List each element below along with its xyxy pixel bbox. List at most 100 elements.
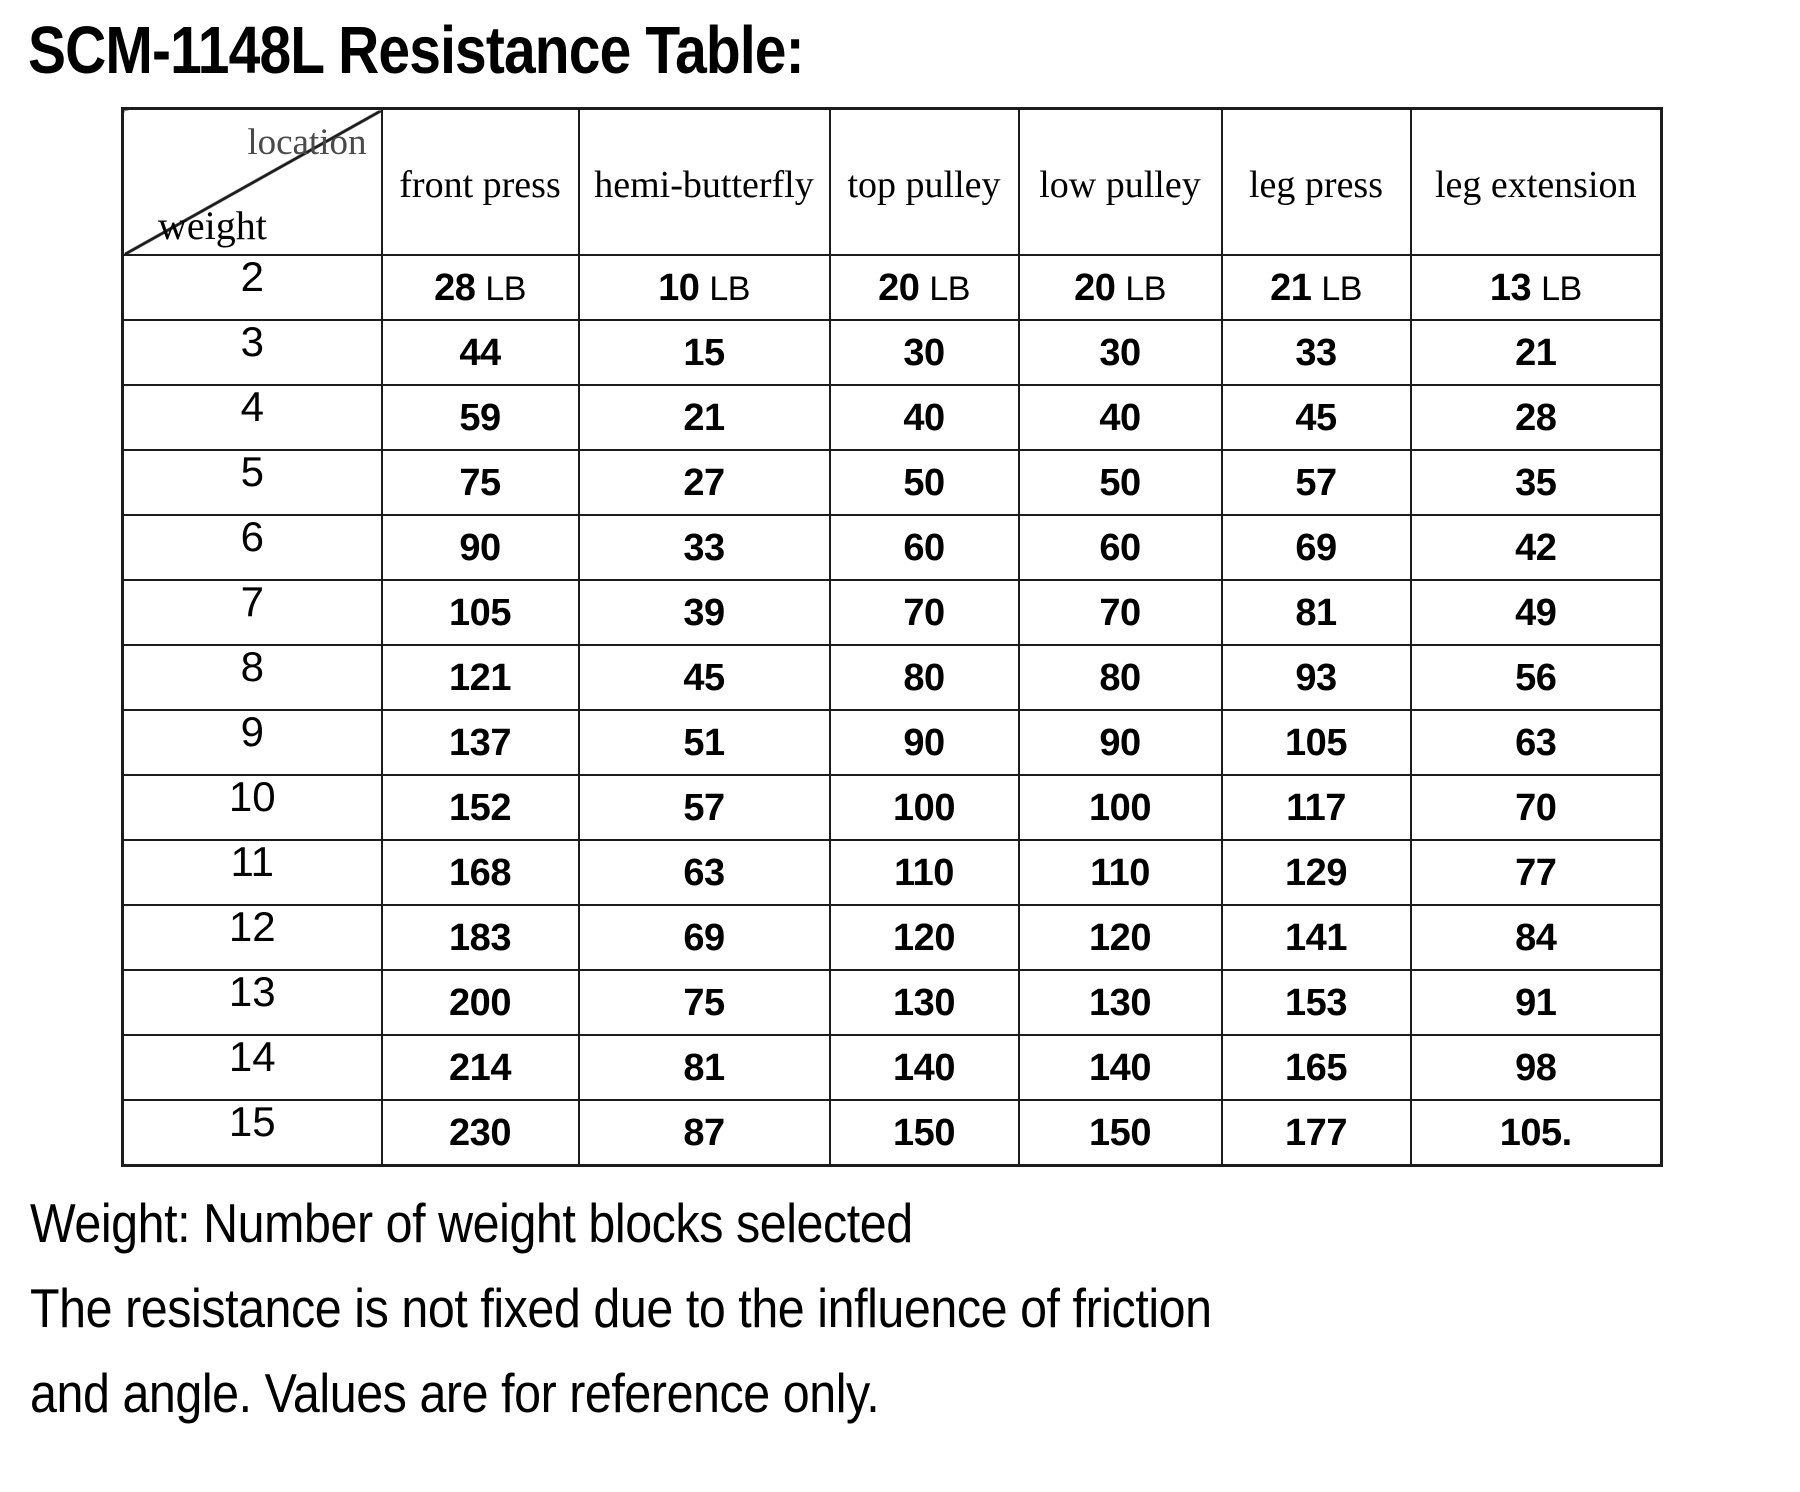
value-cell: 51 — [577, 709, 831, 776]
resistance-value: 81 — [1295, 591, 1337, 634]
resistance-value: 141 — [1285, 916, 1347, 959]
resistance-value: 214 — [449, 1046, 511, 1089]
value-cell: 105 — [1220, 709, 1412, 776]
footer-notes: Weight: Number of weight blocks selected… — [30, 1196, 1373, 1451]
table-row: 2 28 LB 10 LB 20 LB 20 LB 21 LB 13 LB — [121, 254, 1663, 321]
value-cell: 21 — [1409, 319, 1663, 386]
value-cell: 77 — [1409, 839, 1663, 906]
note-disclaimer-line1: The resistance is not fixed due to the i… — [30, 1277, 1212, 1339]
resistance-value: 45 — [1295, 396, 1337, 439]
value-cell: 57 — [1220, 449, 1412, 516]
value-cell: 120 — [1017, 904, 1223, 971]
value-cell: 200 — [380, 969, 580, 1036]
weight-cell: 2 — [121, 254, 383, 321]
resistance-value: 93 — [1295, 656, 1337, 699]
value-cell: 81 — [1220, 579, 1412, 646]
resistance-value: 70 — [903, 591, 945, 634]
resistance-value: 63 — [683, 851, 725, 894]
table-row: 3 44 15 30 30 33 21 — [121, 319, 1663, 386]
weight-cell: 11 — [121, 839, 383, 906]
resistance-value: 87 — [683, 1111, 725, 1154]
resistance-value: 70 — [1515, 786, 1557, 829]
resistance-value: 165 — [1285, 1046, 1347, 1089]
value-cell: 141 — [1220, 904, 1412, 971]
resistance-value: 59 — [459, 396, 501, 439]
header-row: location weight front press hemi-butterf… — [121, 107, 1663, 256]
resistance-value: 30 — [1099, 331, 1141, 374]
value-cell: 90 — [1017, 709, 1223, 776]
resistance-value: 21 — [1515, 331, 1557, 374]
resistance-value: 137 — [449, 721, 511, 764]
table-row: 14 214 81 140 140 165 98 — [121, 1034, 1663, 1101]
resistance-value: 57 — [1295, 461, 1337, 504]
resistance-value: 110 — [894, 851, 954, 894]
value-cell: 35 — [1409, 449, 1663, 516]
resistance-table: location weight front press hemi-butterf… — [121, 107, 1663, 1167]
resistance-value: 100 — [893, 786, 955, 829]
value-cell: 70 — [1017, 579, 1223, 646]
resistance-value: 44 — [459, 331, 501, 374]
value-cell: 98 — [1409, 1034, 1663, 1101]
column-header-hemi-butterfly: hemi-butterfly — [577, 107, 831, 256]
weight-cell: 5 — [121, 449, 383, 516]
resistance-value: 42 — [1515, 526, 1557, 569]
resistance-value: 51 — [683, 721, 725, 764]
resistance-value: 50 — [1099, 461, 1141, 504]
resistance-value: 40 — [903, 396, 945, 439]
value-cell: 45 — [577, 644, 831, 711]
resistance-value: 150 — [893, 1111, 955, 1154]
unit-label: LB — [1125, 269, 1166, 308]
value-cell: 10 LB — [577, 254, 831, 321]
resistance-value: 28 — [434, 266, 476, 309]
weight-cell: 13 — [121, 969, 383, 1036]
resistance-value: 91 — [1515, 981, 1557, 1024]
resistance-value: 69 — [683, 916, 725, 959]
resistance-value: 20 — [878, 266, 920, 309]
resistance-value: 129 — [1285, 851, 1347, 894]
resistance-value: 120 — [1089, 916, 1151, 959]
resistance-value: 90 — [903, 721, 945, 764]
resistance-value: 80 — [903, 656, 945, 699]
resistance-value: 80 — [1099, 656, 1141, 699]
table-row: 10 152 57 100 100 117 70 — [121, 774, 1663, 841]
resistance-value: 84 — [1515, 916, 1557, 959]
value-cell: 87 — [577, 1099, 831, 1167]
value-cell: 49 — [1409, 579, 1663, 646]
value-cell: 60 — [828, 514, 1020, 581]
resistance-value: 168 — [449, 851, 511, 894]
value-cell: 81 — [577, 1034, 831, 1101]
corner-header-cell: location weight — [121, 107, 383, 256]
value-cell: 80 — [1017, 644, 1223, 711]
resistance-value: 77 — [1515, 851, 1557, 894]
value-cell: 152 — [380, 774, 580, 841]
value-cell: 70 — [828, 579, 1020, 646]
table-header: location weight front press hemi-butterf… — [121, 107, 1663, 256]
value-cell: 105. — [1409, 1099, 1663, 1167]
resistance-value: 35 — [1515, 461, 1557, 504]
value-cell: 27 — [577, 449, 831, 516]
value-cell: 42 — [1409, 514, 1663, 581]
value-cell: 183 — [380, 904, 580, 971]
value-cell: 117 — [1220, 774, 1412, 841]
value-cell: 90 — [380, 514, 580, 581]
resistance-value: 105. — [1499, 1111, 1572, 1154]
resistance-value: 69 — [1295, 526, 1337, 569]
note-weight-definition: Weight: Number of weight blocks selected — [30, 1192, 913, 1254]
value-cell: 100 — [1017, 774, 1223, 841]
value-cell: 33 — [577, 514, 831, 581]
value-cell: 137 — [380, 709, 580, 776]
value-cell: 28 — [1409, 384, 1663, 451]
resistance-value: 13 — [1489, 266, 1532, 309]
resistance-value: 100 — [1089, 786, 1151, 829]
resistance-value: 30 — [903, 331, 945, 374]
note-disclaimer-line2: and angle. Values are for reference only… — [30, 1362, 880, 1424]
resistance-value: 117 — [1286, 786, 1346, 829]
resistance-value: 105 — [1285, 721, 1347, 764]
value-cell: 40 — [1017, 384, 1223, 451]
unit-label: LB — [709, 269, 750, 308]
resistance-value: 57 — [683, 786, 725, 829]
value-cell: 13 LB — [1409, 254, 1663, 321]
value-cell: 75 — [577, 969, 831, 1036]
resistance-value: 121 — [449, 656, 511, 699]
value-cell: 63 — [577, 839, 831, 906]
